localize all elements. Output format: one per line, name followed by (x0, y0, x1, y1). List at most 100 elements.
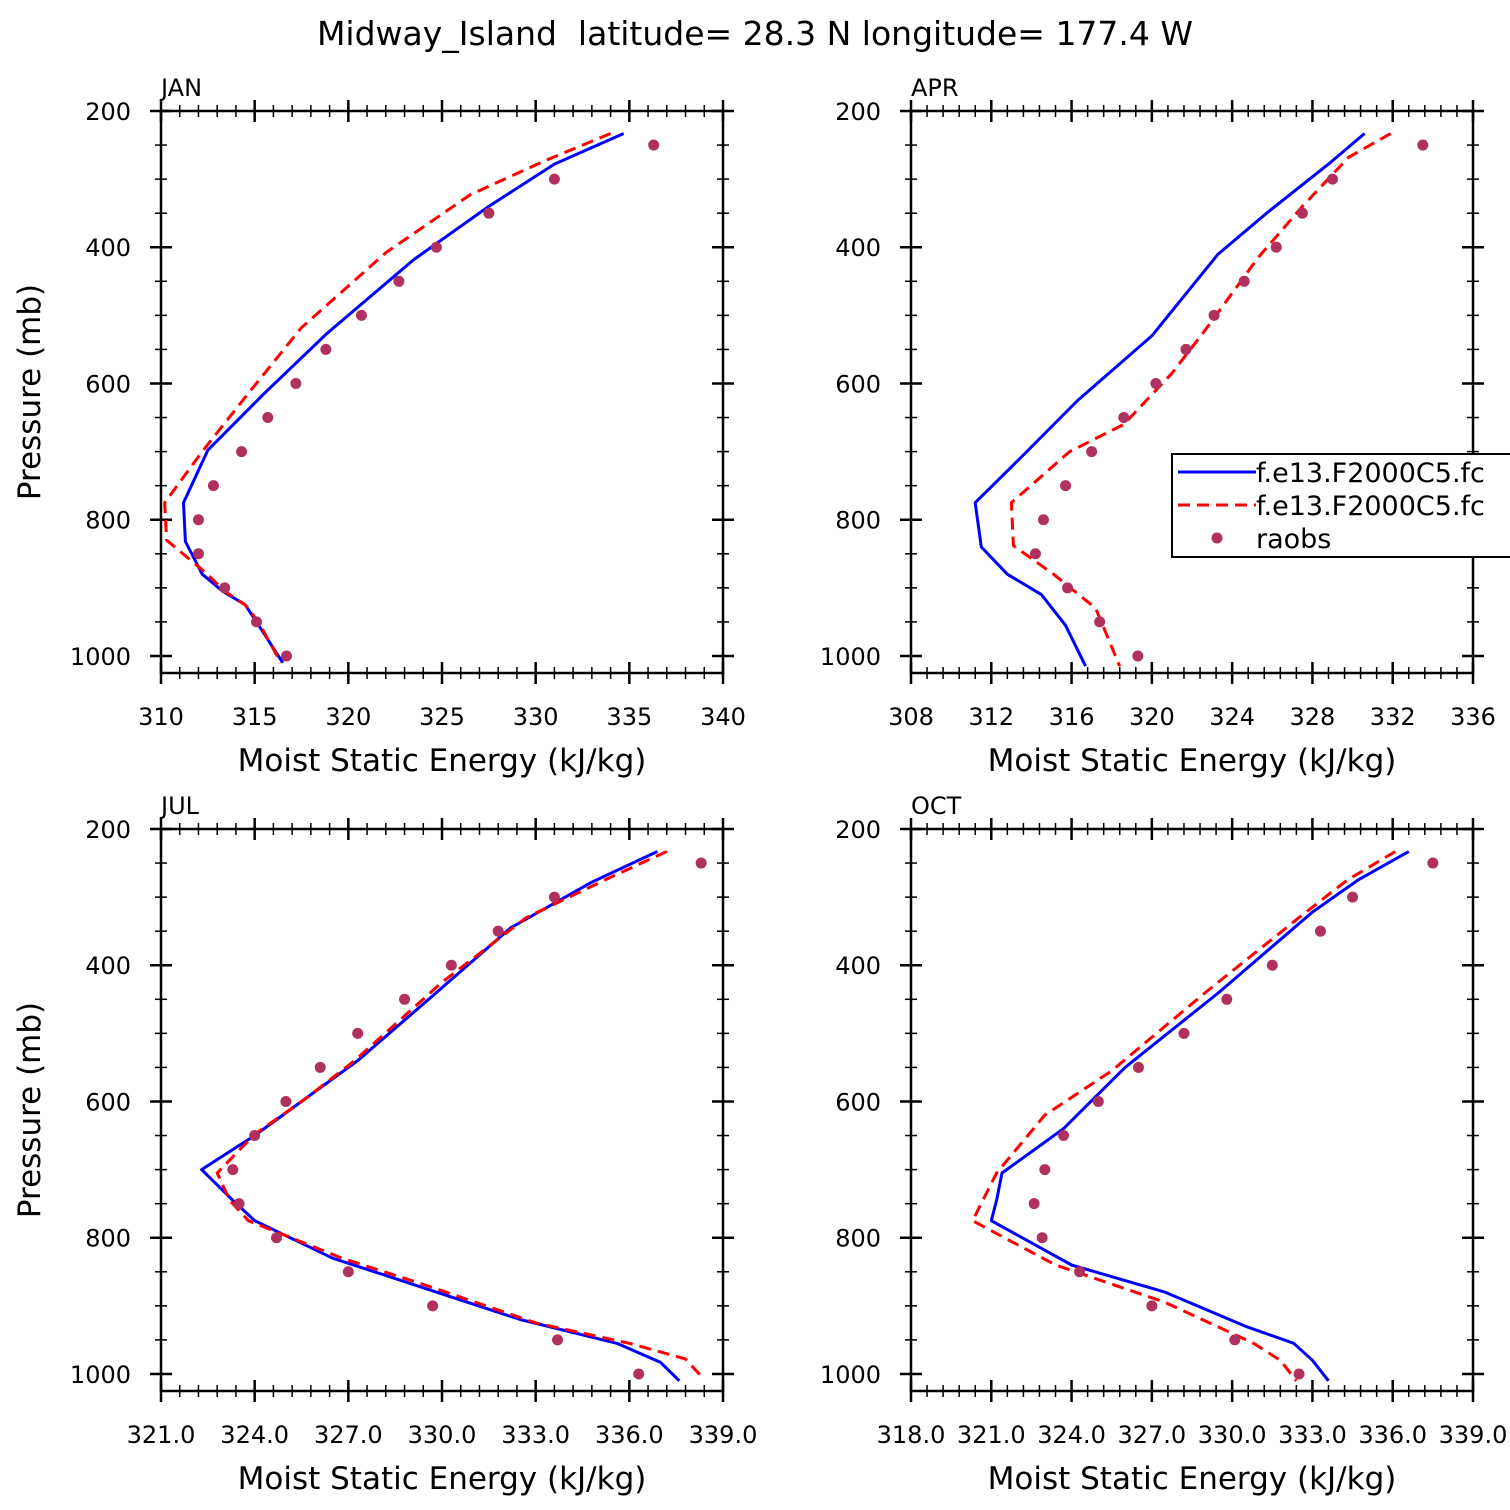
x-tick-label: 328 (1290, 703, 1336, 731)
raobs-point (280, 1095, 292, 1107)
raobs-point (192, 548, 204, 560)
y-tick-label: 800 (85, 1225, 131, 1253)
raobs-point (1146, 1300, 1158, 1312)
raobs-point (1036, 1232, 1048, 1244)
x-tick-label: 324.0 (220, 1421, 289, 1449)
x-tick-label: 321.0 (957, 1421, 1026, 1449)
raobs-point (192, 514, 204, 526)
plot-frame (909, 109, 1475, 675)
model-line-solid (989, 850, 1410, 1382)
raobs-point (233, 1198, 245, 1210)
model-line-dashed (1009, 132, 1392, 667)
raobs-point (1178, 1027, 1190, 1039)
x-tick-label: 312 (968, 703, 1014, 731)
x-tick-label: 330 (513, 703, 559, 731)
raobs-point (271, 1232, 283, 1244)
raobs-point (445, 959, 457, 971)
raobs-point (1132, 1061, 1144, 1073)
raobs-point (342, 1266, 354, 1278)
y-tick-label: 1000 (820, 1361, 881, 1389)
raobs-point (1427, 857, 1439, 869)
plot-frame (909, 827, 1475, 1393)
raobs-point (1296, 207, 1308, 219)
raobs-point (207, 480, 219, 492)
raobs-point (1180, 343, 1192, 355)
x-tick-label: 324 (1209, 703, 1255, 731)
model-line-solid (973, 132, 1366, 667)
legend-marker-raobs (1211, 532, 1223, 544)
raobs-point (1221, 993, 1233, 1005)
panel-apr: APR 200 400 600 800 1000 308 312 316 320 324 328 332… (820, 74, 1496, 779)
panel-jan: JAN 200 400 600 800 1000 310 315 320 325 330 335 340… (12, 74, 746, 779)
raobs-point (1058, 1130, 1070, 1142)
x-tick-label: 327.0 (314, 1421, 383, 1449)
raobs-point (1062, 582, 1074, 594)
y-tick-label: 800 (835, 507, 881, 535)
x-axis-label: Moist Static Energy (kJ/kg) (988, 743, 1397, 779)
panel-jul: JUL 200 400 600 800 1000 321.0 324.0 327.0 330.0 3… (12, 792, 757, 1497)
x-tick-label: 336 (1450, 703, 1496, 731)
raobs-point (1039, 1164, 1051, 1176)
raobs-point (1314, 925, 1326, 937)
x-tick-label: 315 (232, 703, 278, 731)
x-tick-label: 336.0 (595, 1421, 664, 1449)
series-group (973, 132, 1429, 667)
raobs-point (648, 139, 660, 151)
y-tick-label: 1000 (820, 643, 881, 671)
raobs-point (1266, 959, 1278, 971)
legend-label: f.e13.F2000C5.fc (1256, 491, 1485, 522)
x-tick-label: 308 (888, 703, 934, 731)
raobs-point (1092, 1095, 1104, 1107)
raobs-point (1229, 1334, 1241, 1346)
raobs-point (393, 275, 405, 287)
raobs-point (1028, 1198, 1040, 1210)
y-tick-label: 200 (835, 816, 881, 844)
raobs-point (492, 925, 504, 937)
raobs-point (430, 241, 442, 253)
y-axis-label: Pressure (mb) (12, 284, 48, 500)
x-tick-label: 327.0 (1117, 1421, 1186, 1449)
x-tick-label: 324.0 (1037, 1421, 1106, 1449)
raobs-point (249, 1130, 261, 1142)
y-tick-label: 400 (85, 952, 131, 980)
raobs-point (1208, 309, 1220, 321)
raobs-point (1029, 548, 1041, 560)
raobs-point (320, 343, 332, 355)
series-group (971, 850, 1439, 1382)
panel-label: OCT (911, 792, 962, 820)
raobs-point (1060, 480, 1072, 492)
panels: JAN 200 400 600 800 1000 310 315 320 325 330 335 340… (12, 74, 1507, 1497)
y-tick-label: 200 (835, 98, 881, 126)
raobs-point (1417, 139, 1429, 151)
raobs-point (695, 857, 707, 869)
x-tick-label: 318.0 (877, 1421, 946, 1449)
raobs-point (251, 616, 263, 628)
y-tick-label: 1000 (70, 1361, 131, 1389)
raobs-point (483, 207, 495, 219)
y-tick-label: 400 (835, 952, 881, 980)
y-tick-label: 600 (835, 1088, 881, 1116)
y-tick-label: 600 (835, 370, 881, 398)
raobs-point (236, 446, 248, 458)
panel-label: JAN (159, 74, 202, 102)
raobs-point (219, 582, 231, 594)
raobs-point (1132, 650, 1144, 662)
raobs-point (548, 173, 560, 185)
legend-label: raobs (1256, 524, 1331, 555)
x-tick-label: 336.0 (1358, 1421, 1427, 1449)
raobs-point (281, 650, 293, 662)
x-tick-label: 330.0 (408, 1421, 477, 1449)
figure-title: Midway_Island latitude= 28.3 N longitude… (317, 14, 1193, 53)
raobs-point (1270, 241, 1282, 253)
x-tick-label: 335 (606, 703, 652, 731)
y-tick-label: 1000 (70, 643, 131, 671)
legend-label: f.e13.F2000C5.fc (1256, 458, 1485, 489)
y-tick-label: 600 (85, 1088, 131, 1116)
raobs-point (633, 1368, 645, 1380)
raobs-point (1150, 377, 1162, 389)
y-tick-label: 800 (835, 1225, 881, 1253)
panel-label: JUL (159, 792, 200, 820)
x-tick-label: 332 (1370, 703, 1416, 731)
x-tick-label: 339.0 (1439, 1421, 1508, 1449)
